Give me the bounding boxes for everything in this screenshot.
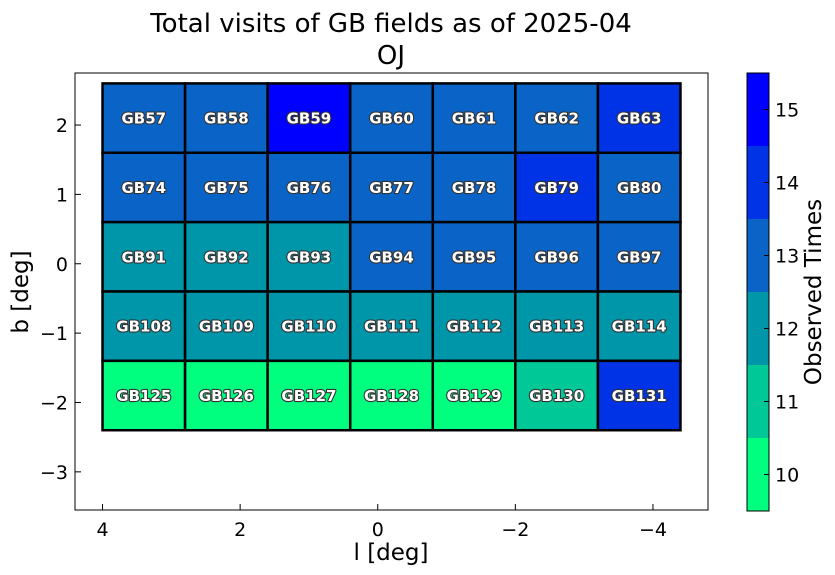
field-cell-gb79 bbox=[514, 151, 600, 224]
field-label-gb129: GB129 bbox=[447, 387, 502, 405]
y-axis-ticks: 2 1 0 −1 −2 −3 bbox=[40, 115, 81, 484]
field-label-gb78: GB78 bbox=[452, 179, 497, 197]
field-label-gb95: GB95 bbox=[452, 248, 497, 266]
field-label-gb114: GB114 bbox=[612, 318, 667, 336]
colorbar-segment bbox=[747, 73, 769, 146]
colorbar-tick-label: 15 bbox=[775, 100, 799, 122]
colorbar-label: Observed Times bbox=[801, 199, 827, 385]
y-tick-label: −2 bbox=[40, 392, 68, 414]
field-label-gb125: GB125 bbox=[116, 387, 171, 405]
field-cell-gb129 bbox=[431, 359, 517, 432]
field-label-gb112: GB112 bbox=[447, 318, 502, 336]
y-tick-label: 0 bbox=[56, 254, 68, 276]
field-label-gb74: GB74 bbox=[121, 179, 166, 197]
field-label-gb63: GB63 bbox=[617, 110, 662, 128]
y-tick-label: 1 bbox=[56, 184, 68, 206]
field-cell-gb91 bbox=[101, 220, 187, 293]
x-axis-label: l [deg] bbox=[354, 540, 429, 566]
field-cell-gb92 bbox=[183, 220, 269, 293]
x-tick-label: −2 bbox=[501, 519, 529, 541]
x-tick-label: 4 bbox=[96, 519, 108, 541]
heatmap-cells bbox=[101, 82, 682, 432]
field-label-gb57: GB57 bbox=[121, 110, 166, 128]
field-label-gb91: GB91 bbox=[121, 248, 166, 266]
y-axis-label: b [deg] bbox=[8, 250, 34, 333]
field-label-gb76: GB76 bbox=[287, 179, 332, 197]
field-label-gb93: GB93 bbox=[287, 248, 332, 266]
field-label-gb126: GB126 bbox=[199, 387, 254, 405]
field-cell-gb63 bbox=[596, 82, 682, 155]
y-tick-label: 2 bbox=[56, 115, 68, 137]
colorbar-tick-label: 12 bbox=[775, 319, 799, 341]
field-label-gb77: GB77 bbox=[369, 179, 414, 197]
field-label-gb110: GB110 bbox=[281, 318, 336, 336]
field-cell-gb97 bbox=[596, 220, 682, 293]
field-label-gb75: GB75 bbox=[204, 179, 249, 197]
field-cell-gb130 bbox=[514, 359, 600, 432]
x-tick-label: −4 bbox=[639, 519, 667, 541]
colorbar-tick-label: 13 bbox=[775, 246, 799, 268]
field-label-gb59: GB59 bbox=[287, 110, 332, 128]
colorbar-frame bbox=[746, 72, 770, 512]
field-cell-gb114 bbox=[596, 290, 682, 363]
field-label-gb79: GB79 bbox=[534, 179, 579, 197]
field-cell-gb94 bbox=[348, 220, 435, 293]
chart-subtitle: OJ bbox=[377, 41, 405, 71]
colorbar-segment bbox=[747, 146, 769, 219]
field-label-gb58: GB58 bbox=[204, 110, 249, 128]
x-tick-label: 2 bbox=[234, 519, 246, 541]
field-cell-gb77 bbox=[348, 151, 435, 224]
colorbar-segment bbox=[747, 438, 769, 511]
chart-title: Total visits of GB fields as of 2025-04 bbox=[149, 9, 632, 39]
field-label-gb61: GB61 bbox=[452, 110, 497, 128]
field-cell-gb61 bbox=[431, 82, 517, 155]
y-tick-label: −3 bbox=[40, 462, 68, 484]
field-label-gb108: GB108 bbox=[116, 318, 171, 336]
field-cell-gb96 bbox=[514, 220, 600, 293]
field-cell-gb131 bbox=[596, 359, 682, 432]
colorbar-segment bbox=[747, 219, 769, 292]
field-cell-gb112 bbox=[431, 290, 517, 363]
field-label-gb62: GB62 bbox=[534, 110, 579, 128]
field-cell-gb126 bbox=[183, 359, 269, 432]
field-label-gb127: GB127 bbox=[281, 387, 336, 405]
field-cell-gb95 bbox=[431, 220, 517, 293]
field-label-gb60: GB60 bbox=[369, 110, 414, 128]
colorbar-segment bbox=[747, 365, 769, 438]
field-label-gb131: GB131 bbox=[612, 387, 667, 405]
field-cell-gb75 bbox=[183, 151, 269, 224]
x-axis-ticks: 4 2 0 −2 −4 bbox=[96, 504, 667, 541]
colorbar: 10 11 12 13 14 15 bbox=[746, 72, 799, 512]
field-label-gb128: GB128 bbox=[364, 387, 419, 405]
field-label-gb94: GB94 bbox=[369, 248, 414, 266]
field-label-gb92: GB92 bbox=[204, 248, 249, 266]
colorbar-tick-label: 11 bbox=[775, 392, 799, 414]
field-label-gb113: GB113 bbox=[529, 318, 584, 336]
field-label-gb96: GB96 bbox=[534, 248, 579, 266]
field-label-gb97: GB97 bbox=[617, 248, 662, 266]
field-label-gb111: GB111 bbox=[364, 318, 419, 336]
field-label-gb130: GB130 bbox=[529, 387, 584, 405]
x-tick-label: 0 bbox=[372, 519, 384, 541]
y-tick-label: −1 bbox=[40, 323, 68, 345]
colorbar-tick-label: 10 bbox=[775, 465, 799, 487]
field-cell-gb108 bbox=[101, 290, 187, 363]
field-label-gb80: GB80 bbox=[617, 179, 662, 197]
field-label-gb109: GB109 bbox=[199, 318, 254, 336]
colorbar-segment bbox=[747, 292, 769, 365]
heatmap-cell-labels: GB57 GB58 GB59 GB60 GB61 GB62 GB63 GB74 GB75 GB76… bbox=[115, 108, 668, 406]
colorbar-tick-label: 14 bbox=[775, 173, 799, 195]
